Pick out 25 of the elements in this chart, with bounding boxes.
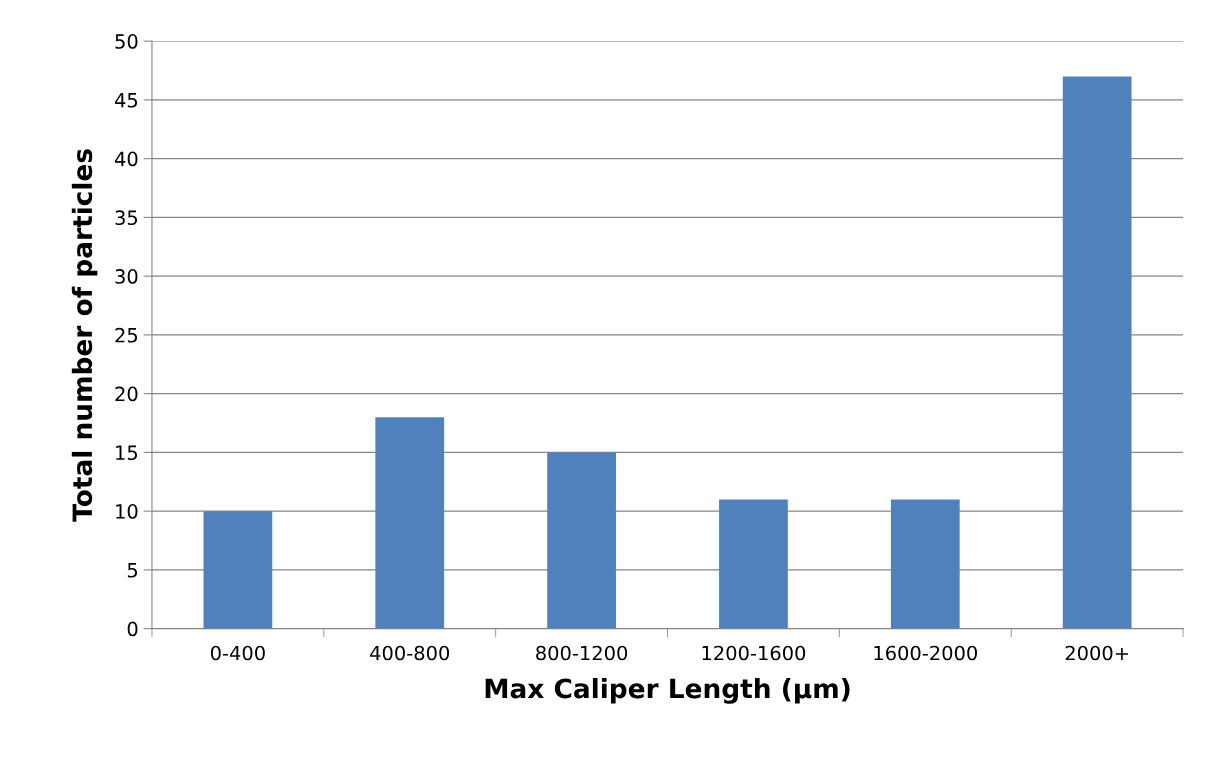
x-tick-label: 0-400 [210,645,265,661]
y-tick-label: 5 [127,563,138,578]
bar [1062,76,1132,629]
bar [203,511,273,629]
y-tick-label: 25 [115,327,138,343]
x-tick-label: 400-800 [370,645,450,661]
y-tick-label: 50 [115,34,138,49]
y-tick-label: 10 [116,504,138,519]
bar [890,499,960,629]
y-tick-label: 45 [114,93,138,108]
bar [547,452,616,629]
x-tick-label: 1200-1600 [702,645,806,661]
y-tick-label: 0 [127,621,138,637]
y-tick-label: 35 [115,210,138,226]
y-tick-label: 20 [115,386,138,402]
y-tick-label: 30 [115,269,138,284]
x-tick-label: 2000+ [1065,645,1128,661]
y-tick-label: 40 [114,151,138,167]
bar [719,499,788,629]
x-tick-label: 1600-2000 [874,645,977,661]
bar [375,417,445,629]
y-axis-title: Total number of particles [71,149,98,522]
x-axis-title: Max Caliper Length (µm) [485,678,850,704]
y-tick-label: 15 [116,445,138,461]
x-tick-label: 800-1200 [536,645,628,661]
